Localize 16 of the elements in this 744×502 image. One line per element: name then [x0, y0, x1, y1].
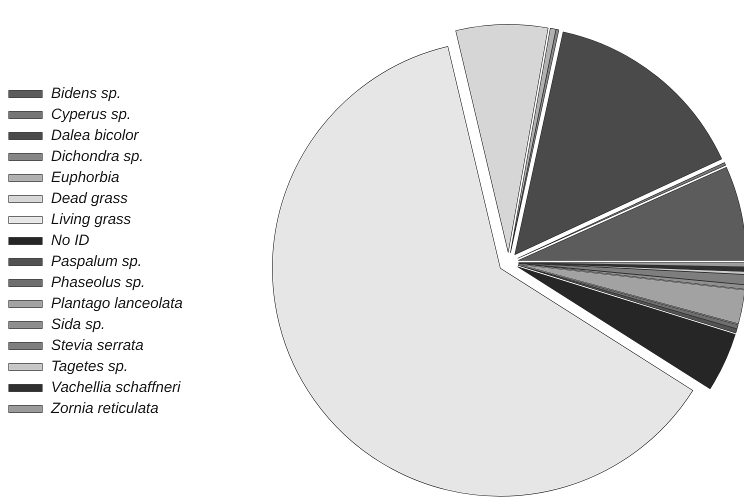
legend-label: Living grass — [51, 211, 132, 228]
legend-label: Zornia reticulata — [51, 400, 159, 417]
legend-label: Vachellia schaffneri — [51, 379, 181, 396]
legend-label: Phaseolus sp. — [51, 274, 146, 291]
legend-label: Tagetes sp. — [51, 358, 128, 375]
legend-label: Dead grass — [51, 190, 128, 207]
legend-label: Stevia serrata — [51, 337, 144, 354]
legend-label: Sida sp. — [51, 316, 106, 333]
legend-label: Cyperus sp. — [51, 106, 132, 123]
legend-label: Dalea bicolor — [51, 127, 139, 144]
legend-label: Paspalum sp. — [51, 253, 142, 270]
legend-label: No ID — [51, 232, 90, 249]
legend-label: Dichondra sp. — [51, 148, 144, 165]
legend-label: Bidens sp. — [51, 85, 122, 102]
legend-label: Plantago lanceolata — [51, 295, 183, 312]
legend-label: Euphorbia — [51, 169, 120, 186]
